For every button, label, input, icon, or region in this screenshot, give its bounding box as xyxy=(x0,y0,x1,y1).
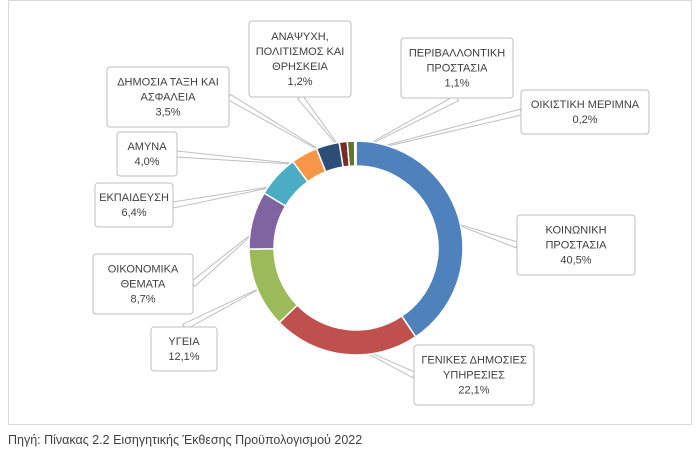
callout-7: ΑΝΑΨΥΧΗ, ΠΟΛΙΤΙΣΜΟΣ ΚΑΙ ΘΡΗΣΚΕΙΑ 1,2% xyxy=(248,20,352,98)
callout-value-0: 40,5% xyxy=(560,255,591,267)
callout-label-2: ΥΓΕΙΑ xyxy=(168,336,200,348)
callout-2: ΥΓΕΙΑ 12,1% xyxy=(150,326,218,372)
callout-label-7: ΠΟΛΙΤΙΣΜΟΣ ΚΑΙ xyxy=(256,46,345,58)
slice-8 xyxy=(346,140,356,168)
callout-label-3: ΘΕΜΑΤΑ xyxy=(121,279,166,291)
callout-label-8: ΠΕΡΙΒΑΛΛΟΝΤΙΚΗ xyxy=(409,48,505,60)
callout-box-4 xyxy=(94,182,174,228)
callout-value-6: 3,5% xyxy=(155,107,180,119)
callout-box-1 xyxy=(413,344,535,406)
callout-box-5 xyxy=(116,131,178,177)
leader-line-2 xyxy=(181,283,269,331)
callout-8: ΠΕΡΙΒΑΛΛΟΝΤΙΚΗ ΠΡΟΣΤΑΣΙΑ 1,1% xyxy=(400,37,514,99)
callout-box-0 xyxy=(516,214,636,276)
callout-value-2: 12,1% xyxy=(168,351,199,363)
source-note: Πηγή: Πίνακας 2.2 Εισηγητικής Έκθεσης Πρ… xyxy=(8,433,363,447)
callout-value-8: 1,1% xyxy=(444,78,469,90)
callout-box-6 xyxy=(106,66,230,128)
callout-label-7: ΘΡΗΣΚΕΙΑ xyxy=(272,61,328,73)
callout-value-5: 4,0% xyxy=(134,156,159,168)
doughnut-chart: ΚΟΙΝΩΝΙΚΗ ΠΡΟΣΤΑΣΙΑ 40,5% ΓΕΝΙΚΕΣ ΔΗΜΟΣΙΕΣ Υ… xyxy=(92,20,650,406)
callout-5: ΑΜΥΝΑ 4,0% xyxy=(116,131,178,177)
callout-9: ΟΙΚΙΣΤΙΚΗ ΜΕΡΙΜΝΑ 0,2% xyxy=(520,89,650,135)
callout-4: ΕΚΠΑΙΔΕΥΣΗ 6,4% xyxy=(94,182,174,228)
callout-box-3 xyxy=(92,253,194,315)
callout-label-7: ΑΝΑΨΥΧΗ, xyxy=(271,31,328,43)
callout-label-6: ΔΗΜΟΣΙΑ ΤΑΞΗ ΚΑΙ xyxy=(117,77,219,89)
doughnut-slices xyxy=(248,140,464,356)
chart-frame: ΚΟΙΝΩΝΙΚΗ ΠΡΟΣΤΑΣΙΑ 40,5% ΓΕΝΙΚΕΣ ΔΗΜΟΣΙΕΣ Υ… xyxy=(8,0,692,425)
callout-label-1: ΓΕΝΙΚΕΣ ΔΗΜΟΣΙΕΣ xyxy=(421,355,527,367)
slice-1 xyxy=(278,304,417,356)
callout-label-8: ΠΡΟΣΤΑΣΙΑ xyxy=(426,63,488,75)
callout-3: ΟΙΚΟΝΟΜΙΚΑ ΘΕΜΑΤΑ 8,7% xyxy=(92,253,194,315)
callout-label-5: ΑΜΥΝΑ xyxy=(127,141,167,153)
leader-line-6 xyxy=(226,93,332,158)
callout-box-7 xyxy=(248,20,352,98)
callout-value-7: 1,2% xyxy=(287,76,312,88)
callout-value-9: 0,2% xyxy=(572,114,597,126)
callout-6: ΔΗΜΟΣΙΑ ΤΑΞΗ ΚΑΙ ΑΣΦΑΛΕΙΑ 3,5% xyxy=(106,66,230,128)
callout-label-0: ΚΟΙΝΩΝΙΚΗ xyxy=(545,225,606,237)
callout-label-1: ΥΠΗΡΕΣΙΕΣ xyxy=(443,370,505,382)
callout-1: ΓΕΝΙΚΕΣ ΔΗΜΟΣΙΕΣ ΥΠΗΡΕΣΙΕΣ 22,1% xyxy=(413,344,535,406)
slice-0 xyxy=(355,140,464,338)
callout-label-9: ΟΙΚΙΣΤΙΚΗ ΜΕΡΙΜΝΑ xyxy=(531,99,640,111)
callout-value-1: 22,1% xyxy=(458,385,489,397)
callout-label-3: ΟΙΚΟΝΟΜΙΚΑ xyxy=(108,264,179,276)
callout-value-4: 6,4% xyxy=(121,207,146,219)
callout-box-8 xyxy=(400,37,514,99)
callout-label-0: ΠΡΟΣΤΑΣΙΑ xyxy=(545,240,607,252)
callout-box-2 xyxy=(150,326,218,372)
callout-0: ΚΟΙΝΩΝΙΚΗ ΠΡΟΣΤΑΣΙΑ 40,5% xyxy=(516,214,636,276)
callout-box-9 xyxy=(520,89,650,135)
callout-label-6: ΑΣΦΑΛΕΙΑ xyxy=(140,92,196,104)
slice-2 xyxy=(248,248,299,324)
callout-label-4: ΕΚΠΑΙΔΕΥΣΗ xyxy=(99,192,169,204)
slice-9 xyxy=(353,140,357,167)
callout-value-3: 8,7% xyxy=(130,294,155,306)
data-callouts: ΚΟΙΝΩΝΙΚΗ ΠΡΟΣΤΑΣΙΑ 40,5% ΓΕΝΙΚΕΣ ΔΗΜΟΣΙΕΣ Υ… xyxy=(92,20,650,406)
